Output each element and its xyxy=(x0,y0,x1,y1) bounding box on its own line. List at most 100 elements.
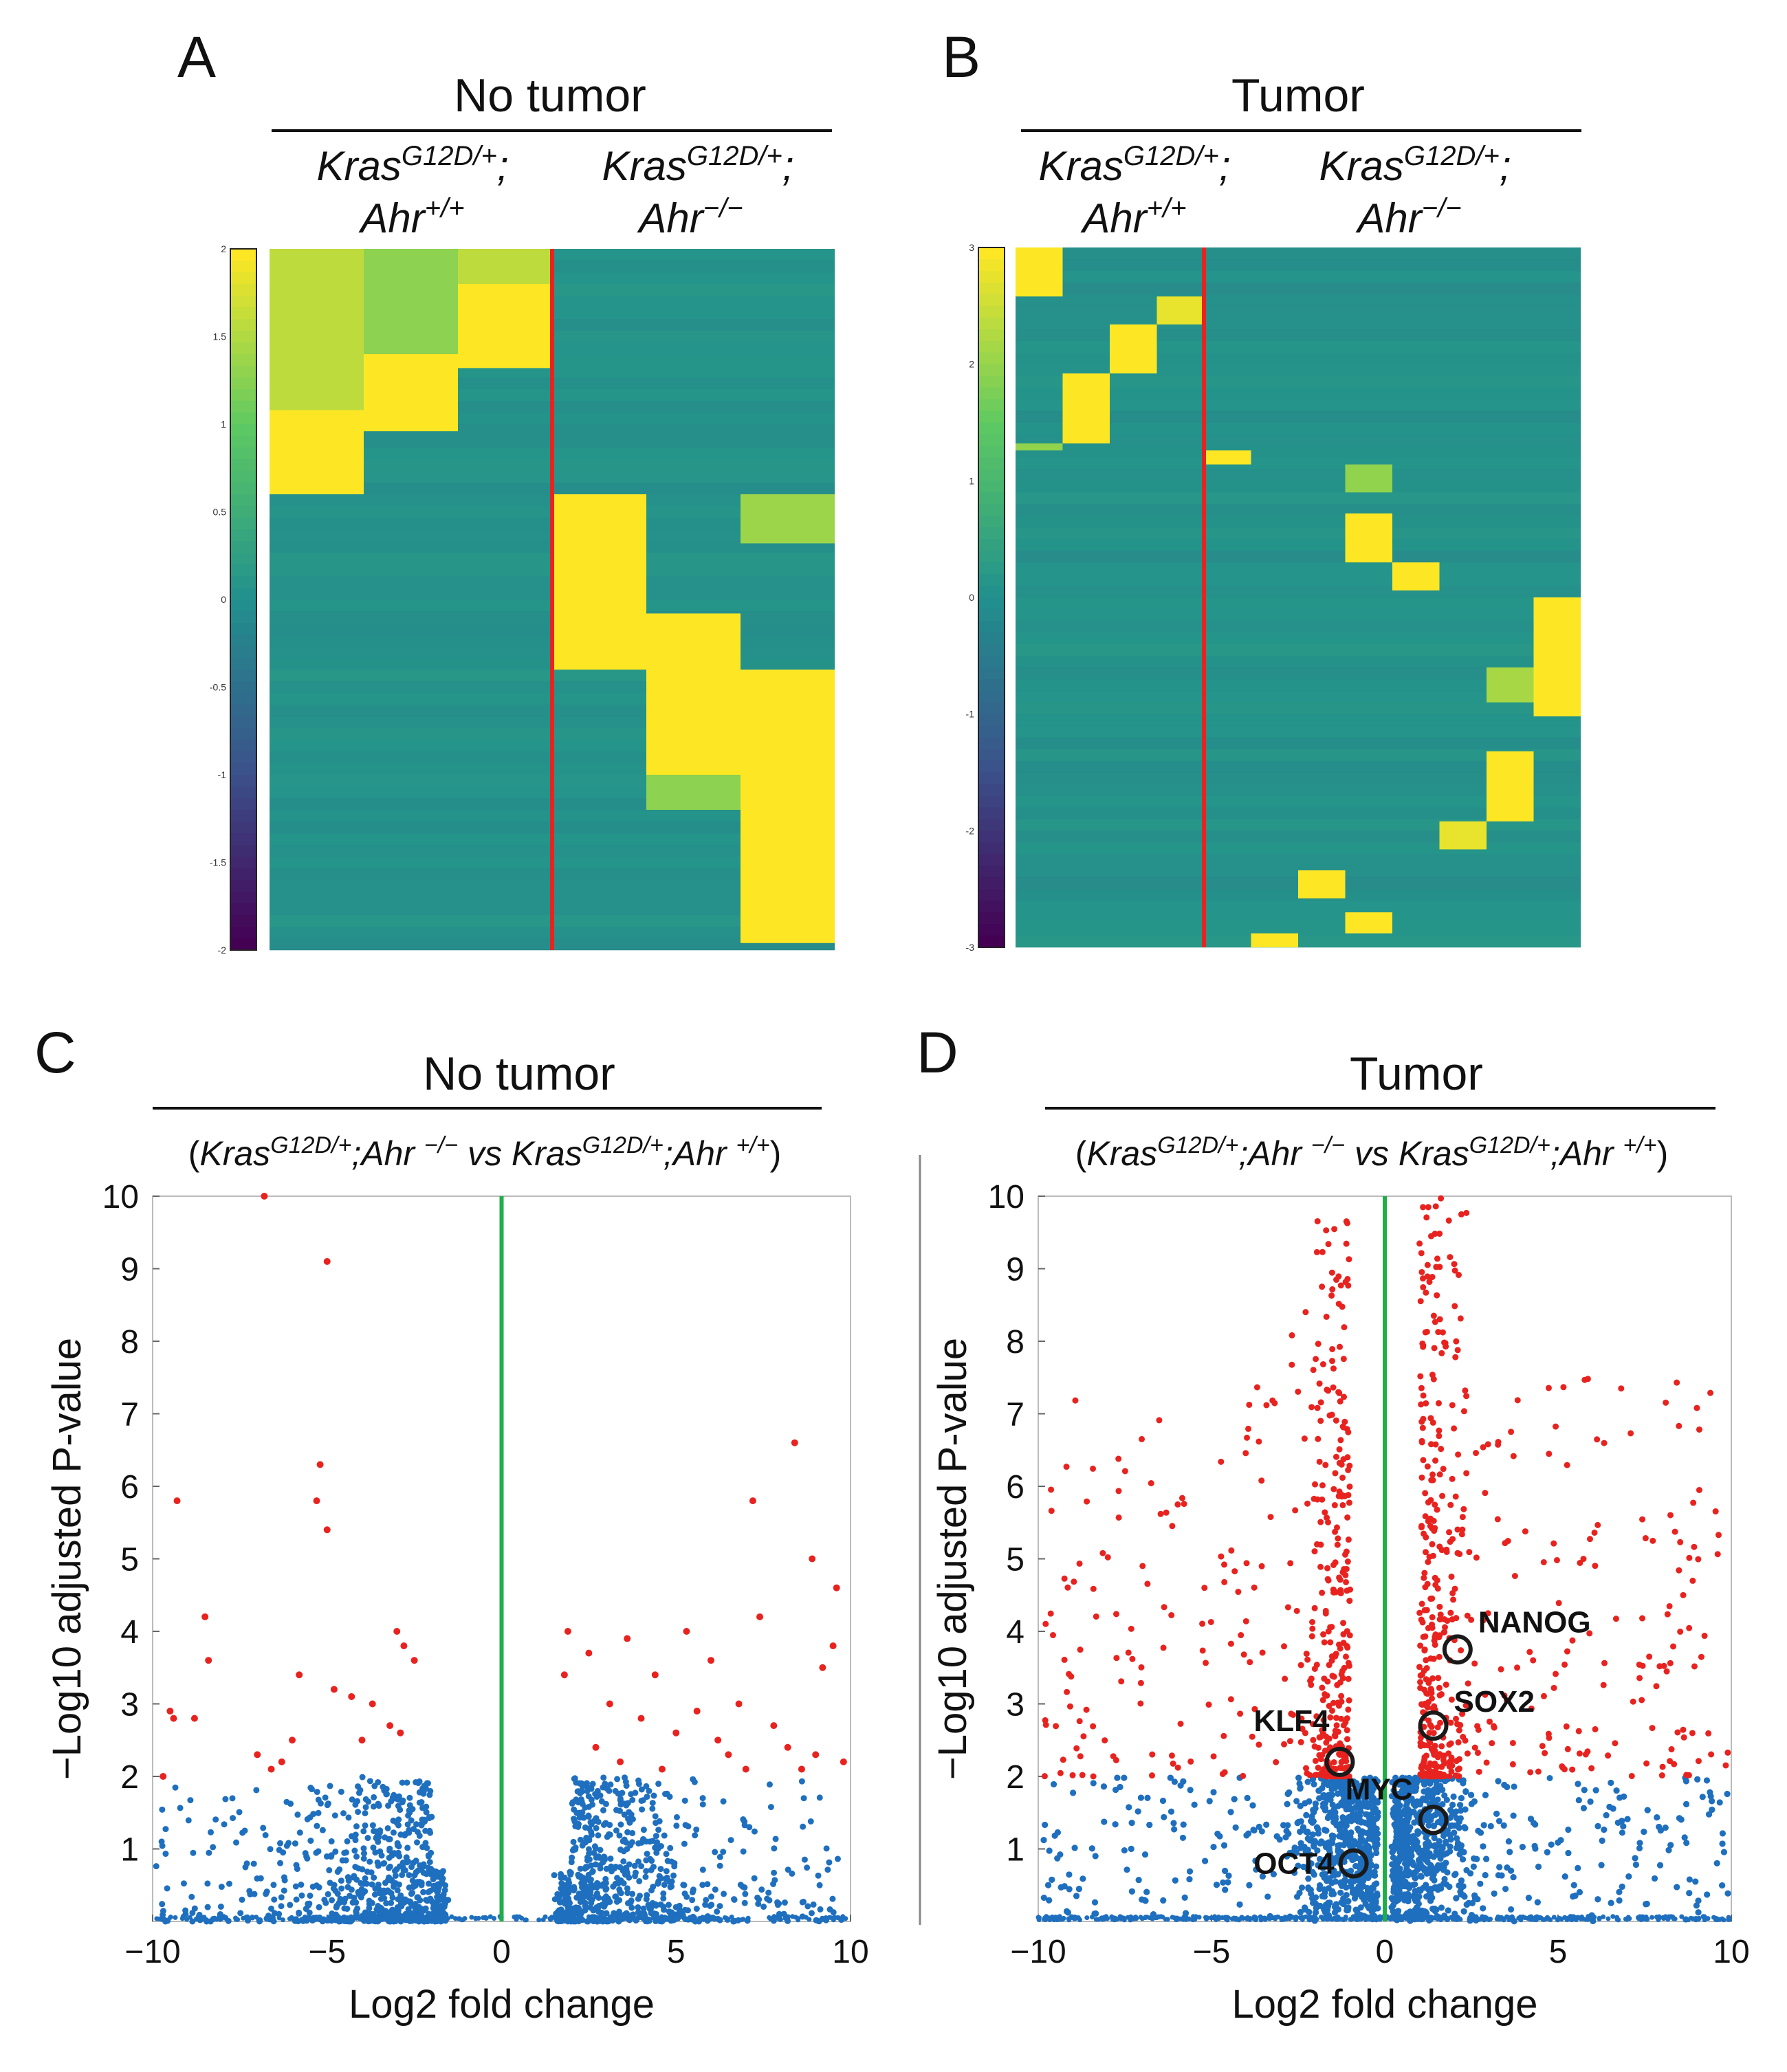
data-point xyxy=(353,1823,360,1830)
heatmap-row xyxy=(1016,551,1581,563)
data-point xyxy=(1614,1917,1620,1922)
data-point xyxy=(360,1828,367,1835)
colorbar-segment xyxy=(230,412,256,425)
colorbar-segment xyxy=(230,576,256,588)
data-point xyxy=(1605,1916,1611,1921)
colorbar-segment xyxy=(978,830,1005,843)
data-point xyxy=(720,1798,727,1805)
data-point xyxy=(776,1900,782,1907)
colorbar-segment xyxy=(978,679,1005,692)
data-point xyxy=(725,1751,732,1759)
data-point xyxy=(816,1882,823,1888)
data-point xyxy=(666,1878,673,1885)
data-point xyxy=(764,1895,771,1902)
heatmap-row xyxy=(1016,481,1581,493)
data-point xyxy=(210,1844,217,1851)
data-point xyxy=(357,1787,364,1794)
heatmap-cell xyxy=(364,354,458,432)
y-tick-label: 1 xyxy=(120,1832,139,1869)
heatmap-row xyxy=(1016,422,1581,434)
panel-b-wt-genotype-line1: KrasG12D/+; xyxy=(1038,141,1230,189)
data-point xyxy=(177,1805,184,1811)
data-point xyxy=(597,1792,604,1799)
data-point xyxy=(428,1849,435,1856)
data-point xyxy=(628,1811,635,1818)
colorbar-segment xyxy=(230,249,256,261)
data-point xyxy=(358,1737,366,1744)
panel-d-comparison: (KrasG12D/+;Ahr −/− vs KrasG12D/+;Ahr +/… xyxy=(1075,1132,1669,1173)
heatmap-cell xyxy=(364,249,458,354)
data-point xyxy=(338,1885,345,1892)
data-point xyxy=(395,1881,402,1888)
y-tick-label: 3 xyxy=(120,1687,139,1723)
data-point xyxy=(1204,1915,1209,1921)
data-point xyxy=(306,1909,313,1916)
data-point xyxy=(389,1894,396,1901)
data-point xyxy=(646,1787,653,1794)
data-point xyxy=(330,1686,338,1693)
data-point xyxy=(571,1806,578,1813)
y-tick-label: 10 xyxy=(102,1179,139,1215)
colorbar-segment xyxy=(978,294,1005,307)
data-point xyxy=(262,1832,269,1839)
data-point xyxy=(201,1915,207,1920)
heatmap-row xyxy=(1016,597,1581,610)
data-point xyxy=(243,1860,250,1867)
heatmap-cell xyxy=(1439,821,1487,850)
data-point xyxy=(402,1917,409,1924)
x-tick-label: −5 xyxy=(308,1934,346,1970)
colorbar-segment xyxy=(230,331,256,343)
heatmap-row xyxy=(1016,247,1581,260)
colorbar-tick-label: 0 xyxy=(221,594,226,605)
data-point xyxy=(656,1818,663,1825)
data-point xyxy=(424,1780,430,1787)
data-point xyxy=(1084,1915,1090,1921)
data-point xyxy=(1214,1917,1219,1922)
data-point xyxy=(712,1886,719,1893)
data-point xyxy=(487,1914,493,1919)
data-point xyxy=(336,1866,343,1873)
data-point xyxy=(741,1917,746,1922)
heatmap-cell xyxy=(1204,450,1251,465)
data-point xyxy=(395,1793,402,1800)
heatmap-row xyxy=(1016,387,1581,400)
data-point xyxy=(341,1849,348,1856)
y-tick-label: 7 xyxy=(1006,1397,1024,1433)
y-tick-label: 5 xyxy=(1006,1542,1024,1578)
data-point xyxy=(210,1915,217,1922)
data-point xyxy=(1300,1917,1305,1922)
data-point xyxy=(616,1908,623,1915)
data-point xyxy=(558,1880,565,1886)
panel-b-wt-genotype-line2: Ahr+/+ xyxy=(1080,193,1186,241)
colorbar-segment xyxy=(978,562,1005,575)
y-tick-label: 8 xyxy=(120,1324,139,1360)
data-point xyxy=(153,1863,160,1870)
data-point xyxy=(673,1822,680,1829)
data-point xyxy=(406,1829,413,1836)
data-point xyxy=(388,1798,395,1805)
data-point xyxy=(345,1814,352,1821)
data-point xyxy=(267,1846,274,1853)
data-point xyxy=(386,1722,394,1730)
colorbar-segment xyxy=(230,529,256,542)
panel-a-wt-genotype-line1: KrasG12D/+; xyxy=(316,141,508,189)
data-point xyxy=(281,1917,286,1923)
data-point xyxy=(263,1915,270,1922)
heatmap-row xyxy=(1016,399,1581,412)
heatmap-row xyxy=(1016,901,1581,913)
x-tick-label: 0 xyxy=(1376,1934,1394,1970)
heatmap-row xyxy=(1016,924,1581,936)
data-point xyxy=(643,1868,650,1875)
data-point xyxy=(617,1821,624,1828)
data-point xyxy=(340,1810,347,1817)
data-point xyxy=(1273,1916,1278,1921)
data-point xyxy=(423,1897,430,1904)
x-tick-label: 0 xyxy=(492,1934,511,1970)
data-point xyxy=(417,1897,424,1904)
heatmap-row xyxy=(1016,294,1581,307)
colorbar-tick-label: -1 xyxy=(218,769,227,780)
colorbar-segment xyxy=(230,786,256,799)
data-point xyxy=(592,1743,600,1751)
data-point xyxy=(414,1839,421,1846)
